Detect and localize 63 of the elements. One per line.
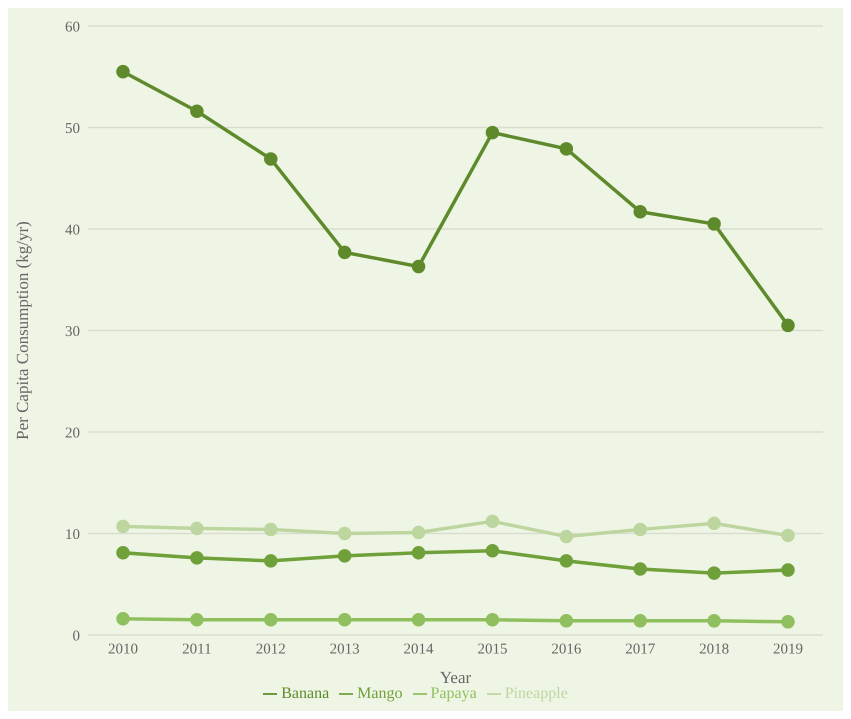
point	[190, 104, 204, 118]
point	[560, 554, 574, 568]
x-tick-label: 2010	[108, 642, 138, 658]
point	[116, 520, 130, 534]
point	[781, 563, 795, 577]
point	[264, 152, 278, 166]
point	[781, 528, 795, 542]
point	[338, 549, 352, 563]
point	[707, 614, 721, 628]
point	[486, 126, 500, 140]
point	[264, 522, 278, 536]
point	[560, 614, 574, 628]
point	[338, 246, 352, 260]
point	[486, 544, 500, 558]
point	[190, 522, 204, 536]
point	[190, 551, 204, 565]
point	[116, 546, 130, 560]
y-tick-label: 10	[65, 526, 80, 543]
point	[707, 217, 721, 231]
legend-label: Banana	[281, 685, 330, 702]
x-axis-title: Year	[440, 668, 472, 687]
point	[486, 514, 500, 528]
x-tick-label: 2013	[330, 642, 360, 658]
point	[633, 562, 647, 576]
point	[116, 64, 130, 78]
y-tick-label: 40	[65, 222, 80, 238]
point	[633, 614, 647, 628]
point	[264, 613, 278, 627]
point	[412, 613, 426, 627]
x-tick-label: 2017	[625, 642, 656, 658]
x-tick-label: 2012	[256, 642, 286, 658]
point	[412, 546, 426, 560]
point	[190, 613, 204, 627]
legend-label: Mango	[357, 685, 402, 702]
y-axis-title: Per Capita Consumption (kg/yr)	[13, 221, 32, 440]
x-tick-label: 2018	[699, 642, 730, 658]
point	[707, 516, 721, 530]
point	[412, 526, 426, 540]
x-tick-label: 2019	[773, 642, 803, 658]
y-tick-label: 30	[65, 324, 80, 340]
point	[781, 318, 795, 332]
point	[264, 554, 278, 568]
point	[338, 526, 352, 540]
point	[116, 612, 130, 626]
x-tick-label: 2014	[404, 642, 434, 658]
point	[560, 530, 574, 544]
x-tick-label: 2011	[182, 642, 212, 658]
x-tick-label: 2015	[477, 642, 508, 658]
point	[486, 613, 500, 627]
y-tick-label: 20	[65, 425, 80, 442]
point	[707, 566, 721, 580]
point	[412, 260, 426, 274]
point	[781, 615, 795, 629]
point	[633, 522, 647, 536]
point	[560, 142, 574, 156]
legend-label: Papaya	[430, 685, 477, 702]
legend-label: Pineapple	[504, 685, 568, 702]
y-tick-label: 0	[72, 628, 80, 644]
x-tick-label: 2016	[551, 642, 582, 658]
point	[633, 204, 647, 218]
y-tick-label: 50	[65, 120, 80, 137]
y-tick-label: 60	[65, 19, 80, 36]
point	[338, 613, 352, 627]
